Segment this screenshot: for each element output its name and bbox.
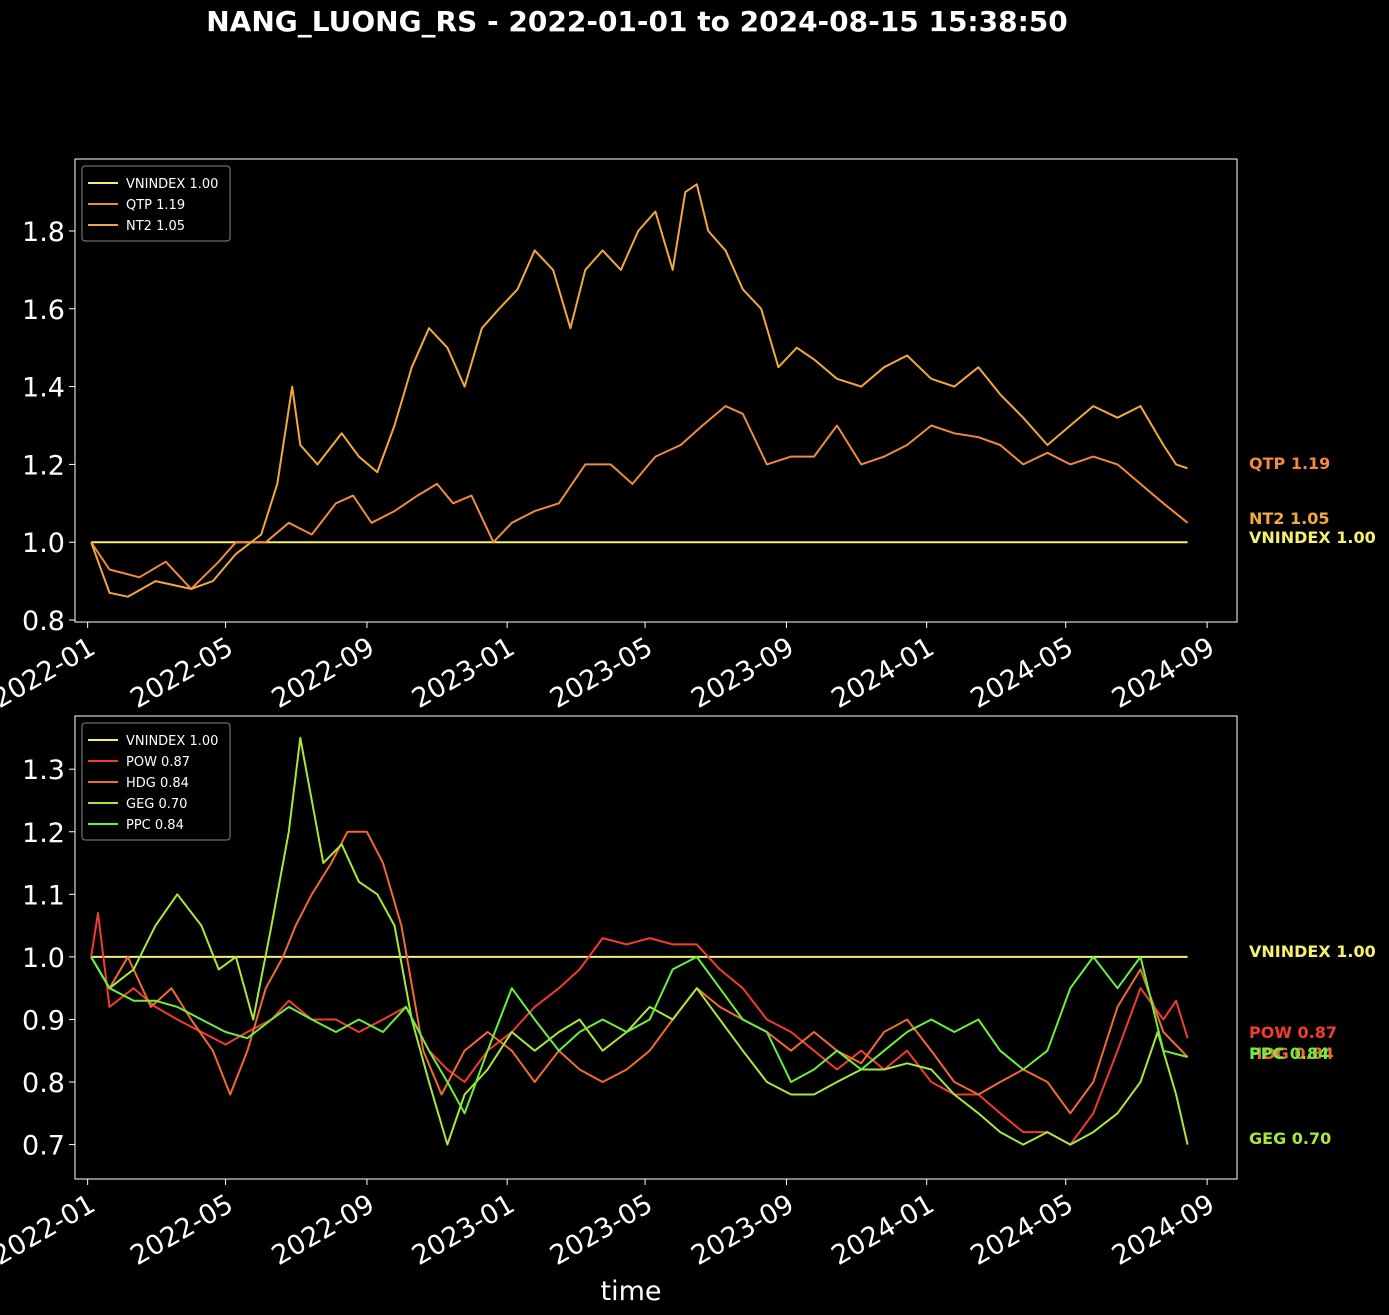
end-label-hdg: HDG 0.84 (1249, 1044, 1334, 1063)
y-tick-label: 1.2 (22, 818, 65, 849)
y-tick-label: 0.8 (22, 1068, 65, 1099)
legend: VNINDEX 1.00 POW 0.87 HDG 0.84 GEG 0.70 PPC … (81, 722, 231, 841)
end-label-pow: POW 0.87 (1249, 1023, 1337, 1042)
y-tick-label: 1.2 (22, 450, 65, 481)
y-tick-label: 1.0 (22, 943, 65, 974)
end-label-vnindex: VNINDEX 1.00 (1249, 942, 1376, 961)
legend-frame (81, 722, 231, 841)
series-line-geg (90, 736, 1189, 1146)
legend-entry: QTP 1.19 (126, 198, 185, 213)
axes-frame (74, 715, 1238, 1180)
y-tick-label: 1.8 (22, 217, 65, 248)
series-line-nt2 (90, 183, 1188, 598)
y-tick-label: 0.8 (22, 606, 65, 637)
end-label-geg: GEG 0.70 (1249, 1129, 1331, 1148)
series-line-pow (90, 912, 1189, 1146)
end-label-vnindex: VNINDEX 1.00 (1249, 528, 1376, 547)
legend-entry: POW 0.87 (126, 755, 190, 770)
end-label-ppc: PPC 0.84 (1249, 1044, 1329, 1063)
x-axis-label: time (600, 1276, 661, 1307)
y-tick-label: 1.6 (22, 295, 65, 326)
figure-title: NANG_LUONG_RS - 2022-01-01 to 2024-08-15… (206, 5, 1068, 38)
y-tick-label: 1.1 (22, 880, 65, 911)
end-label-qtp: QTP 1.19 (1249, 454, 1330, 473)
legend: VNINDEX 1.00 QTP 1.19 NT2 1.05 (81, 165, 231, 242)
legend-entry: VNINDEX 1.00 (126, 734, 218, 749)
end-label-nt2: NT2 1.05 (1249, 509, 1329, 528)
legend-entry: VNINDEX 1.00 (126, 177, 218, 192)
y-tick-label: 1.0 (22, 528, 65, 559)
y-tick-label: 0.7 (22, 1131, 65, 1162)
legend-frame (81, 165, 231, 242)
series-line-qtp (90, 405, 1189, 590)
y-tick-label: 1.3 (22, 755, 65, 786)
y-tick-label: 1.4 (22, 373, 65, 404)
legend-entry: HDG 0.84 (126, 776, 189, 791)
series-line-hdg (90, 830, 1189, 1115)
series-line-ppc (90, 955, 1188, 1115)
axes-frame (74, 158, 1238, 623)
legend-entry: NT2 1.05 (126, 219, 185, 234)
y-tick-label: 0.9 (22, 1005, 65, 1036)
legend-entry: GEG 0.70 (126, 797, 187, 812)
legend-entry: PPC 0.84 (126, 818, 184, 833)
